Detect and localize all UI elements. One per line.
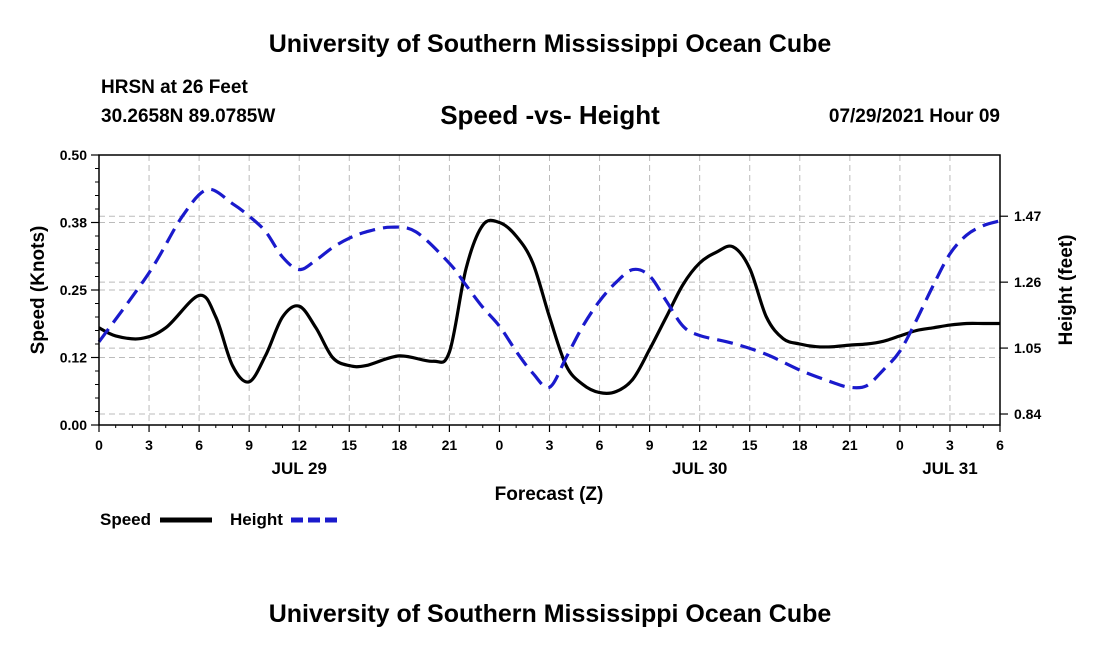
- x-tick-label: 6: [996, 437, 1004, 453]
- page-title: University of Southern Mississippi Ocean…: [268, 30, 832, 58]
- grid-lines: [99, 155, 1000, 425]
- date-label: JUL 30: [672, 459, 727, 478]
- date-label: JUL 29: [271, 459, 326, 478]
- x-tick-label: 6: [596, 437, 604, 453]
- series-line-speed: [98, 218, 1000, 395]
- y2-tick-label: 1.26: [1014, 274, 1041, 290]
- x-tick-label: 12: [291, 437, 307, 453]
- y2-tick-label: 1.47: [1014, 208, 1041, 224]
- x-tick-label: 3: [546, 437, 554, 453]
- x-tick-label: 21: [842, 437, 858, 453]
- series-line-height: [97, 187, 1001, 390]
- y-tick-label: 0.12: [60, 350, 87, 366]
- x-tick-label: 0: [496, 437, 504, 453]
- x-tick-label: 0: [95, 437, 103, 453]
- station-coordinates: 30.2658N 89.0785W: [101, 106, 276, 127]
- x-tick-label: 3: [145, 437, 153, 453]
- y-tick-label: 0.38: [60, 215, 87, 231]
- y-tick-label: 0.25: [60, 282, 87, 298]
- x-tick-label: 12: [692, 437, 708, 453]
- x-tick-label: 0: [896, 437, 904, 453]
- axes: 0 3 6 9 12 15 18 21 0 3 6 9 12 15 18 21 0 3 6 JUL 29 JUL 30 J…: [60, 147, 1042, 478]
- x-tick-label: 3: [946, 437, 954, 453]
- y-tick-label: 0.00: [60, 417, 87, 433]
- y2-axis-label: Height (feet): [1056, 235, 1077, 346]
- x-tick-label: 18: [392, 437, 408, 453]
- station-name: HRSN at 26 Feet: [101, 77, 248, 98]
- legend-speed-label: Speed: [100, 510, 151, 529]
- x-tick-label: 21: [442, 437, 458, 453]
- x-tick-label: 9: [245, 437, 253, 453]
- x-tick-label: 15: [341, 437, 357, 453]
- legend: Speed Height: [100, 510, 342, 529]
- x-tick-label: 15: [742, 437, 758, 453]
- y2-tick-label: 0.84: [1014, 406, 1041, 422]
- legend-height-label: Height: [230, 510, 283, 529]
- y-tick-label: 0.50: [60, 147, 87, 163]
- footer-title: University of Southern Mississippi Ocean…: [268, 600, 832, 628]
- x-tick-label: 6: [195, 437, 203, 453]
- chart-subtitle: Speed -vs- Height: [440, 100, 660, 130]
- series-layer: [97, 187, 1001, 395]
- forecast-datetime: 07/29/2021 Hour 09: [828, 106, 1000, 127]
- x-axis-label: Forecast (Z): [495, 484, 604, 505]
- y2-tick-label: 1.05: [1014, 340, 1041, 356]
- x-tick-label: 18: [792, 437, 808, 453]
- x-tick-label: 9: [646, 437, 654, 453]
- date-label: JUL 31: [922, 459, 977, 478]
- y-axis-label: Speed (Knots): [28, 226, 49, 355]
